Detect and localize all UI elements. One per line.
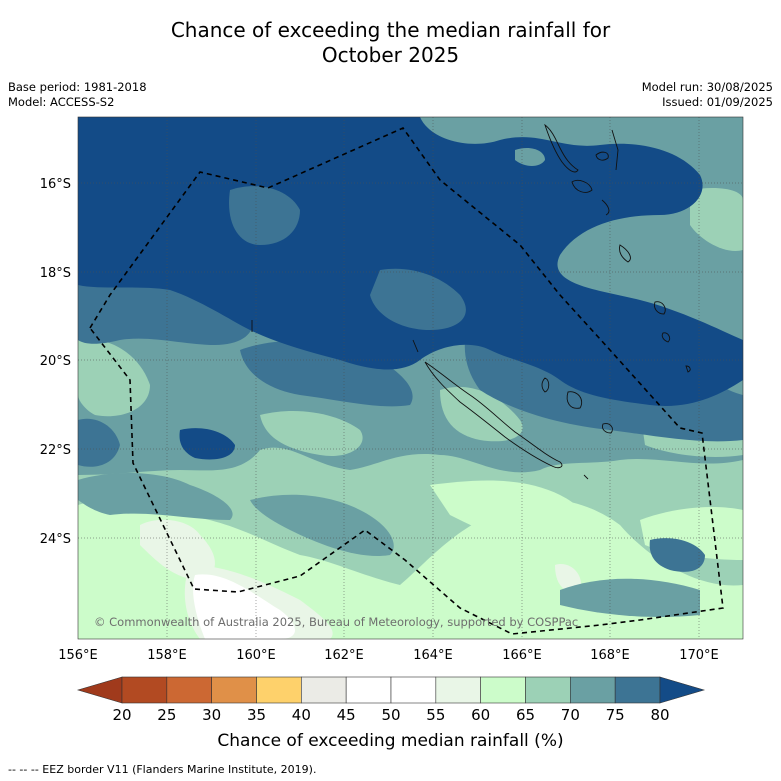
lifou-coast <box>566 391 583 409</box>
band-75-80-sw <box>78 418 120 467</box>
colorbar-swatch <box>390 676 437 704</box>
model-name: Model: ACCESS-S2 <box>8 95 115 109</box>
band-75-80-se <box>649 538 705 572</box>
band-70-75-south <box>560 578 700 617</box>
colorbar-tick-label: 25 <box>157 706 176 724</box>
band-50-55 <box>193 574 295 639</box>
lon-tick-170: 170°E <box>679 648 719 663</box>
colorbar-label: Chance of exceeding median rainfall (%) <box>217 731 564 751</box>
eez-footnote: -- -- -- EEZ border V11 (Flanders Marine… <box>8 763 317 776</box>
island-coast-d <box>685 365 691 373</box>
lat-tick-24: 24°S <box>40 532 71 547</box>
colorbar: 20 25 30 35 40 45 50 55 60 65 70 75 80 <box>76 676 706 724</box>
colorbar-tick-label: 70 <box>561 706 580 724</box>
colorbar-tick-label: 40 <box>292 706 311 724</box>
colorbar-tick-label: 75 <box>606 706 625 724</box>
colorbar-tick-label: 60 <box>471 706 490 724</box>
colorbar-swatch <box>570 676 616 704</box>
colorbar-swatch <box>256 676 302 704</box>
colorbar-swatch <box>614 676 661 704</box>
lat-tick-16: 16°S <box>40 177 71 192</box>
lon-tick-labels: 156°E 158°E 160°E 162°E 164°E 166°E 168°… <box>58 648 719 663</box>
lon-tick-156: 156°E <box>58 648 98 663</box>
lon-tick-162: 162°E <box>324 648 364 663</box>
island-coast-b <box>611 129 619 171</box>
band-65-70-newcal <box>440 386 523 442</box>
lat-tick-18: 18°S <box>40 266 71 281</box>
rainfall-field <box>78 117 743 639</box>
new-caledonia-coast <box>424 361 563 469</box>
coastlines <box>251 123 691 480</box>
colorbar-swatch <box>480 676 526 704</box>
band-65-70-west <box>78 339 150 417</box>
mare-coast <box>602 423 613 434</box>
colorbar-tick-label: 45 <box>337 706 356 724</box>
colorbar-under-arrow <box>76 676 123 704</box>
colorbar-tick-label: 50 <box>381 706 400 724</box>
colorbar-tick-label: 30 <box>202 706 221 724</box>
meta-right: Model run: 30/08/2025 Issued: 01/09/2025 <box>642 80 773 110</box>
map-frame <box>77 116 744 640</box>
colorbar-over-arrow <box>659 676 706 704</box>
colorbar-tick-label: 65 <box>516 706 535 724</box>
colorbar-tick-label: 20 <box>112 706 131 724</box>
lon-tick-158: 158°E <box>147 648 187 663</box>
belep-coast <box>412 339 419 353</box>
efate-coast <box>619 244 631 263</box>
lon-tick-160: 160°E <box>236 648 276 663</box>
colorbar-tick-label: 35 <box>247 706 266 724</box>
lat-tick-20: 20°S <box>40 354 71 369</box>
model-run: Model run: 30/08/2025 <box>641 80 773 94</box>
band-65-70-ne <box>690 188 743 251</box>
lon-tick-168: 168°E <box>590 648 630 663</box>
map-copyright: © Commonwealth of Australia 2025, Bureau… <box>94 615 578 629</box>
base-period: Base period: 1981-2018 <box>8 80 147 94</box>
band-70-75-north <box>515 148 545 166</box>
lat-tick-22: 22°S <box>40 443 71 458</box>
band-75-80-inner <box>370 268 466 330</box>
lon-tick-166: 166°E <box>502 648 542 663</box>
meta-left: Base period: 1981-2018 Model: ACCESS-S2 <box>8 80 147 110</box>
band-55-60-west <box>140 519 215 580</box>
lat-tick-labels: 16°S 18°S 20°S 22°S 24°S <box>40 177 71 547</box>
title-line-1: Chance of exceeding the median rainfall … <box>170 18 611 42</box>
band-70-75-west <box>78 473 233 520</box>
colorbar-swatch <box>121 676 168 704</box>
erromango-coast <box>654 301 666 315</box>
lon-tick-164: 164°E <box>413 648 453 663</box>
colorbar-swatch <box>345 676 392 704</box>
band-70-75-central <box>250 494 394 556</box>
band-55-60-east <box>555 564 581 592</box>
title-line-2: October 2025 <box>321 43 460 67</box>
colorbar-swatch <box>166 676 212 704</box>
band-60-65-central <box>430 480 587 546</box>
issued-date: Issued: 01/09/2025 <box>662 95 773 109</box>
island-coast-c <box>601 199 610 216</box>
espiritu-santo-coast <box>544 123 579 173</box>
colorbar-swatch <box>211 676 257 704</box>
colorbar-tick-label: 55 <box>426 706 445 724</box>
band-above-80-south <box>179 428 235 460</box>
colorbar-swatch <box>301 676 347 704</box>
island-coast-f <box>583 474 589 480</box>
band-75-80-north <box>229 186 300 245</box>
colorbar-swatch <box>525 676 571 704</box>
map-gridlines <box>78 117 743 639</box>
band-65-70-central <box>260 410 363 456</box>
colorbar-swatch <box>435 676 481 704</box>
island-coast-a <box>595 151 609 161</box>
ouvea-coast <box>541 377 550 393</box>
malakula-coast <box>571 179 593 193</box>
colorbar-tick-label: 80 <box>650 706 669 724</box>
chart-title: Chance of exceeding the median rainfall … <box>0 18 781 68</box>
tanna-coast <box>661 332 671 343</box>
